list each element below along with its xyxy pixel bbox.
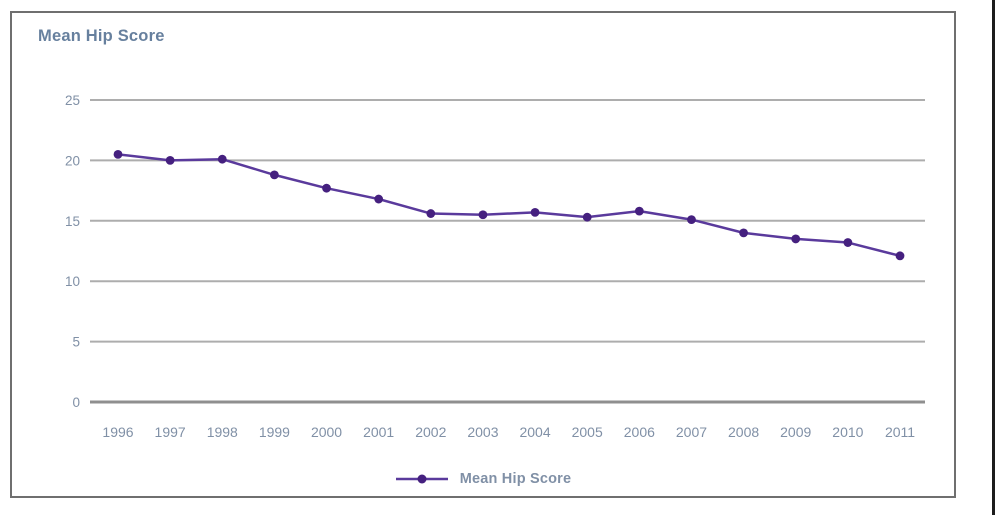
- data-point: [165, 156, 175, 165]
- x-tick-label: 2001: [363, 424, 394, 440]
- y-tick-label: 10: [65, 274, 80, 289]
- data-point: [634, 206, 644, 216]
- legend: Mean Hip Score: [12, 469, 954, 489]
- data-point: [895, 251, 905, 261]
- data-point: [478, 210, 488, 220]
- x-tick-label: 2002: [415, 424, 446, 440]
- line-chart: 0 5 10 15 20 25 1996 1997 1998 1999 2000 2001 2002 20…: [65, 93, 925, 440]
- x-tick-label: 1999: [259, 424, 290, 440]
- x-tick-label: 2008: [728, 424, 759, 440]
- y-tick-label: 0: [72, 395, 80, 410]
- x-tick-label: 2010: [832, 424, 863, 440]
- data-point: [270, 170, 279, 180]
- x-tick-label: 2006: [624, 424, 655, 440]
- data-point: [739, 228, 748, 238]
- data-point: [843, 238, 853, 247]
- y-tick-label: 5: [72, 335, 80, 350]
- legend-dot: [417, 474, 427, 484]
- data-point: [687, 215, 696, 224]
- data-point: [530, 207, 540, 217]
- x-tick-label: 2004: [519, 424, 550, 440]
- page-edge-line: [992, 0, 995, 515]
- data-point: [426, 209, 436, 218]
- x-tick-label: 2003: [467, 424, 498, 440]
- y-tick-label: 20: [65, 153, 80, 168]
- x-tick-label: 2000: [311, 424, 342, 440]
- data-point: [582, 212, 592, 222]
- x-tick-label: 1997: [155, 424, 186, 440]
- y-tick-label: 25: [65, 93, 80, 108]
- chart-panel: Mean Hip Score 0 5 10 15 20 25 1996 1997 1998 199…: [10, 11, 956, 498]
- x-tick-label: 1998: [207, 424, 238, 440]
- data-point: [113, 149, 123, 159]
- x-tick-label: 2009: [780, 424, 811, 440]
- x-tick-label: 2005: [572, 424, 603, 440]
- data-point: [374, 194, 384, 204]
- chart-title: Mean Hip Score: [38, 27, 165, 45]
- data-point: [791, 234, 801, 244]
- data-point: [322, 183, 331, 193]
- x-tick-label: 2011: [885, 424, 915, 440]
- legend-label: Mean Hip Score: [459, 471, 572, 487]
- y-tick-label: 15: [65, 214, 80, 229]
- data-point: [217, 154, 227, 164]
- legend-marker-icon: [395, 474, 448, 484]
- x-tick-label: 2007: [676, 424, 707, 440]
- series-line: [116, 153, 902, 258]
- x-tick-label: 1996: [102, 424, 133, 440]
